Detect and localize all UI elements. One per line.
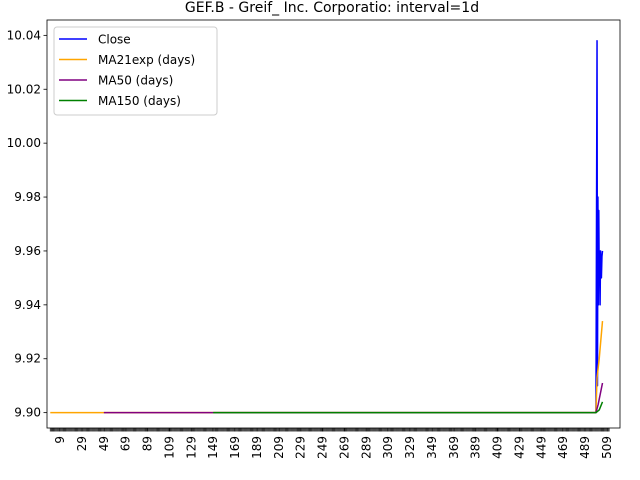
series-line-3 xyxy=(103,382,604,414)
x-tick-label: 169 xyxy=(228,436,242,459)
legend-box xyxy=(53,26,218,116)
y-tick-label: 10.04 xyxy=(7,28,41,42)
legend-label: MA150 (days) xyxy=(98,94,181,108)
legend-label: Close xyxy=(98,33,131,47)
y-tick-label: 10.00 xyxy=(7,136,41,150)
y-tick-label: 9.90 xyxy=(14,406,41,420)
x-tick-label: 469 xyxy=(556,436,570,459)
x-tick-label: 209 xyxy=(272,436,286,459)
x-tick-label: 249 xyxy=(316,436,330,459)
chart-title: GEF.B - Greif_ Inc. Corporatio: interval… xyxy=(185,0,479,16)
x-tick-label: 49 xyxy=(97,436,111,451)
x-tick-label: 349 xyxy=(425,436,439,459)
series-line-4 xyxy=(213,401,604,414)
x-tick-label: 69 xyxy=(119,436,133,451)
x-tick-label: 109 xyxy=(162,436,176,459)
x-tick-label: 309 xyxy=(381,436,395,459)
x-tick-label: 9 xyxy=(53,436,67,444)
x-tick-label: 369 xyxy=(447,436,461,459)
legend-label: MA21exp (days) xyxy=(98,53,195,67)
x-tick-label: 489 xyxy=(578,436,592,459)
x-tick-label: 189 xyxy=(250,436,264,459)
x-tick-label: 409 xyxy=(491,436,505,459)
legend-label: MA50 (days) xyxy=(98,74,173,88)
x-tick-label: 509 xyxy=(600,436,614,459)
y-tick-label: 9.92 xyxy=(14,352,41,366)
x-tick-label: 329 xyxy=(403,436,417,459)
plot-frame xyxy=(46,19,621,429)
y-tick-label: 9.94 xyxy=(14,298,41,312)
x-tick-label: 389 xyxy=(469,436,483,459)
series-line-1 xyxy=(595,40,604,413)
x-tick-label: 129 xyxy=(184,436,198,459)
x-tick-label: 29 xyxy=(75,436,89,451)
y-tick-label: 9.98 xyxy=(14,190,41,204)
y-tick-label: 10.02 xyxy=(7,82,41,96)
x-tick-label: 149 xyxy=(206,436,220,459)
y-tick-label: 9.96 xyxy=(14,244,41,258)
x-tick-label: 429 xyxy=(512,436,526,459)
series-line-2 xyxy=(50,320,604,414)
x-tick-label: 269 xyxy=(337,436,351,459)
x-tick-label: 229 xyxy=(294,436,308,459)
x-tick-label: 89 xyxy=(141,436,155,451)
x-tick-label: 449 xyxy=(534,436,548,459)
x-tick-label: 289 xyxy=(359,436,373,459)
x-minor-ticks xyxy=(49,428,610,432)
